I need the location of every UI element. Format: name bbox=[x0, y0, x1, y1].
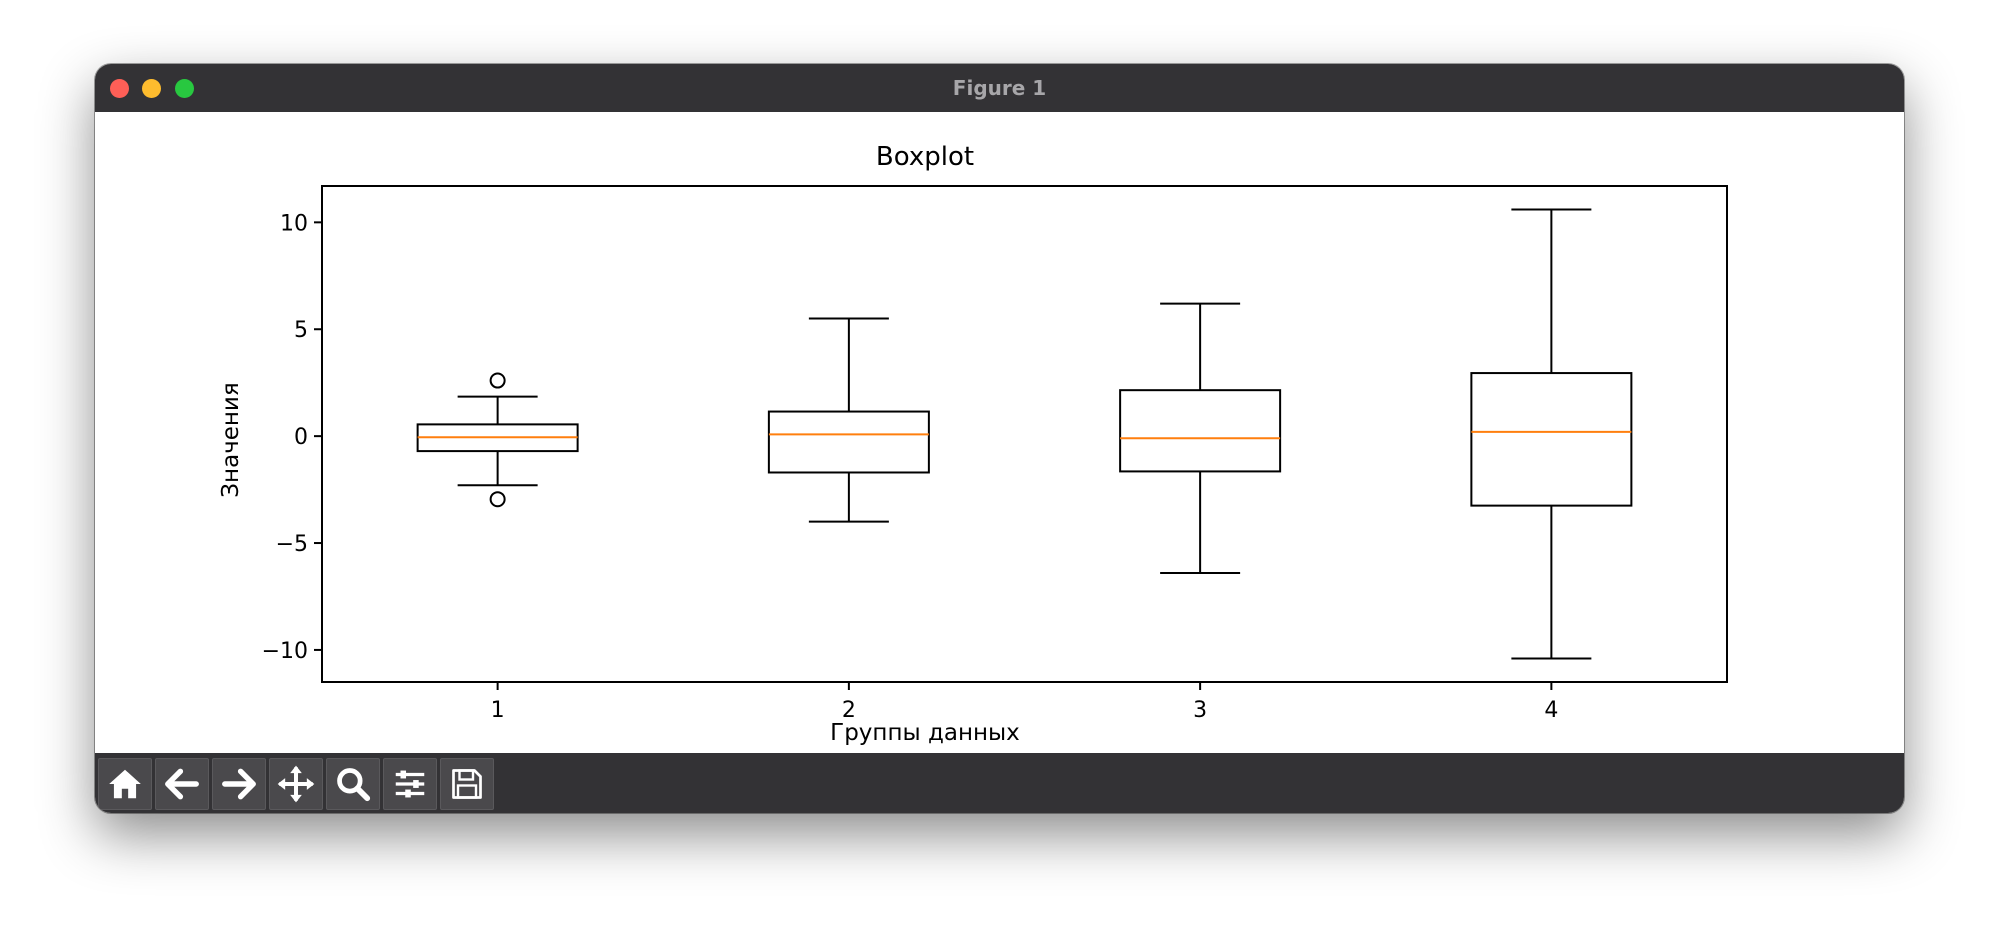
box-iqr bbox=[1119, 389, 1282, 473]
chart-title: Boxplot bbox=[876, 142, 974, 172]
outlier-point bbox=[489, 372, 506, 389]
pan-button[interactable] bbox=[269, 758, 323, 810]
zoom-button[interactable] bbox=[326, 758, 380, 810]
back-button[interactable] bbox=[155, 758, 209, 810]
magnifier-icon bbox=[337, 768, 371, 802]
y-axis-label: Значения bbox=[218, 382, 244, 497]
x-tick-label: 2 bbox=[842, 698, 856, 723]
arrow-right-icon bbox=[222, 768, 256, 800]
configure-subplots-button[interactable] bbox=[383, 758, 437, 810]
y-tick-label: −10 bbox=[262, 639, 308, 664]
window-title: Figure 1 bbox=[952, 76, 1047, 100]
forward-button[interactable] bbox=[212, 758, 266, 810]
y-tick-label: 5 bbox=[294, 318, 308, 343]
boxplot-chart: Boxplot Значения Группы данных −10 −5 0 5 10… bbox=[218, 142, 1728, 746]
x-tick-label: 4 bbox=[1544, 698, 1558, 723]
minimize-window-button[interactable] bbox=[142, 79, 161, 98]
x-axis-label: Группы данных bbox=[830, 720, 1020, 746]
outlier-point bbox=[489, 491, 506, 508]
title-bar: Figure 1 bbox=[95, 64, 1904, 112]
floppy-disk-icon bbox=[452, 769, 482, 799]
y-tick-label: 0 bbox=[294, 425, 308, 450]
sliders-icon bbox=[395, 770, 425, 798]
move-icon bbox=[277, 765, 315, 803]
close-window-button[interactable] bbox=[110, 79, 129, 98]
figure-window: Figure 1 Boxplot Значения Группы данных … bbox=[95, 64, 1904, 813]
figure-canvas: Boxplot Значения Группы данных −10 −5 0 5 10… bbox=[95, 112, 1904, 753]
y-tick-label: 10 bbox=[280, 211, 308, 236]
box-iqr bbox=[1470, 372, 1633, 507]
save-button[interactable] bbox=[440, 758, 494, 810]
y-tick-label: −5 bbox=[276, 532, 308, 557]
x-tick-label: 3 bbox=[1193, 698, 1207, 723]
home-button[interactable] bbox=[98, 758, 152, 810]
box-iqr bbox=[767, 410, 930, 474]
x-tick-label: 1 bbox=[491, 698, 505, 723]
maximize-window-button[interactable] bbox=[175, 79, 194, 98]
home-icon bbox=[109, 769, 141, 799]
navigation-toolbar bbox=[95, 753, 1904, 813]
arrow-left-icon bbox=[165, 768, 199, 800]
plot-area-frame bbox=[321, 185, 1728, 683]
